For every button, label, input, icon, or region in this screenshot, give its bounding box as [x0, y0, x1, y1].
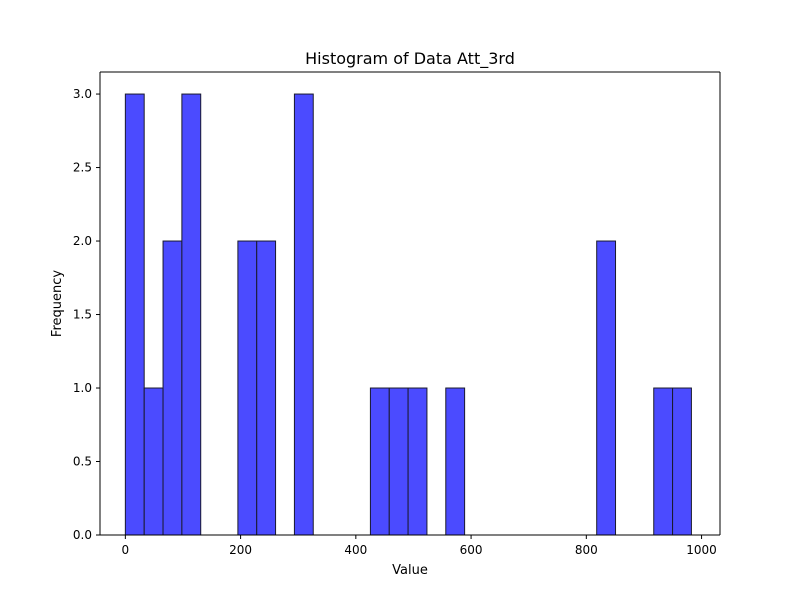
y-tick-label: 2.5: [73, 161, 92, 175]
histogram-bar-8: [369, 387, 390, 536]
histogram-bar-3: [162, 240, 183, 536]
histogram-bar-11: [445, 387, 466, 536]
x-tick-label: 1000: [686, 543, 717, 557]
y-tick-label: 0.0: [73, 528, 92, 542]
y-tick-label: 1.0: [73, 381, 92, 395]
x-tick-label: 800: [575, 543, 598, 557]
bars-layer: [124, 93, 692, 536]
y-tick-label: 1.5: [73, 308, 92, 322]
histogram-bar-10: [407, 387, 428, 536]
axes-frame: [99, 71, 721, 536]
y-ticks-layer: 0.0 0.5 1.0 1.5 2.0 2.5 3.0: [73, 87, 100, 542]
chart-title: Histogram of Data Att_3rd: [305, 49, 515, 69]
y-tick-label: 3.0: [73, 87, 92, 101]
x-tick-label: 600: [460, 543, 483, 557]
histogram-bar-6: [256, 240, 277, 536]
x-axis-label: Value: [392, 563, 428, 578]
histogram-bar-13: [653, 387, 674, 536]
histogram-bar-12: [596, 240, 617, 536]
histogram-bar-14: [672, 387, 692, 536]
y-axis-label: Frequency: [50, 270, 65, 337]
histogram-bar-9: [388, 387, 409, 536]
histogram-bar-4: [181, 93, 202, 536]
x-tick-label: 200: [229, 543, 252, 557]
x-tick-label: 400: [344, 543, 367, 557]
histogram-bar-7: [293, 93, 314, 536]
histogram-bar-2: [143, 387, 164, 536]
y-tick-label: 0.5: [73, 455, 92, 469]
x-ticks-layer: 0 200 400 600 800 1000: [122, 535, 717, 557]
y-tick-label: 2.0: [73, 234, 92, 248]
histogram-bar-1: [124, 93, 145, 536]
x-tick-label: 0: [122, 543, 130, 557]
histogram-bar-5: [237, 240, 258, 536]
